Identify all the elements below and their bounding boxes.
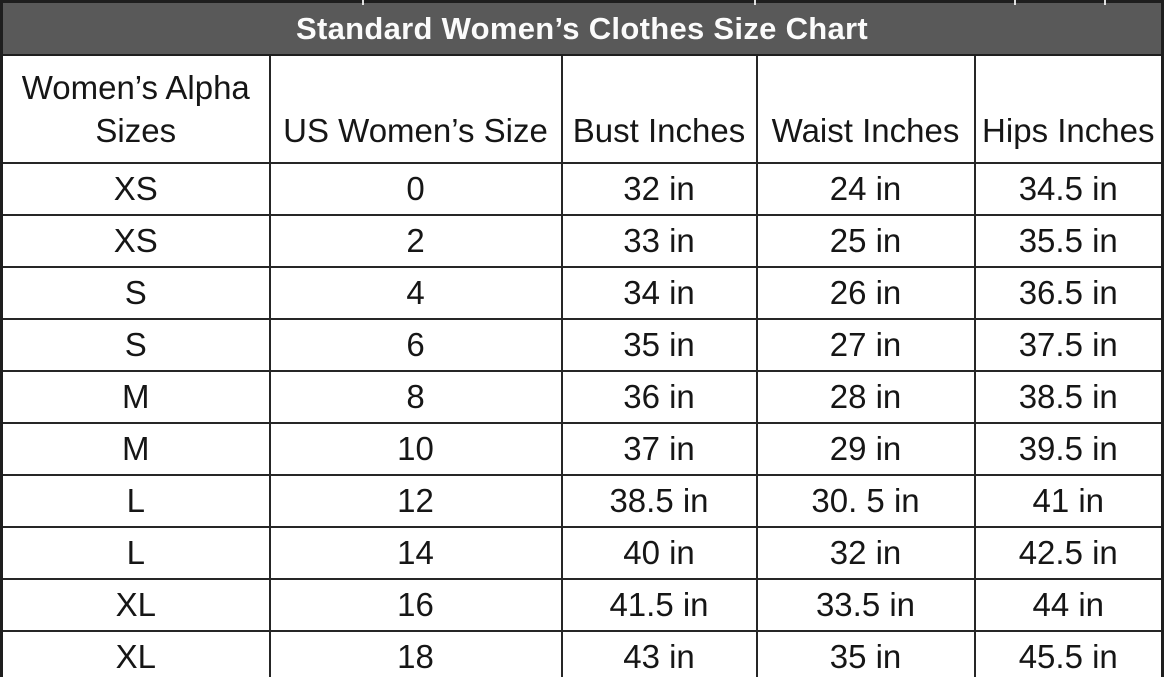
cell-hips-inches: 34.5 in (973, 162, 1164, 216)
gridline-tick (362, 0, 364, 5)
table-row: XS 2 33 in 25 in 35.5 in (0, 214, 1164, 268)
cell-bust-inches: 36 in (560, 370, 758, 424)
cell-alpha-sizes: L (0, 526, 271, 580)
cell-waist-inches: 33.5 in (755, 578, 976, 632)
cell-waist-inches: 28 in (755, 370, 976, 424)
cell-alpha-sizes: XL (0, 630, 271, 677)
cell-bust-inches: 37 in (560, 422, 758, 476)
cell-hips-inches: 44 in (973, 578, 1164, 632)
cell-hips-inches: 45.5 in (973, 630, 1164, 677)
cell-bust-inches: 33 in (560, 214, 758, 268)
cell-us-size: 8 (268, 370, 563, 424)
gridline-tick (1014, 0, 1016, 5)
table-row: S 4 34 in 26 in 36.5 in (0, 266, 1164, 320)
table-title: Standard Women’s Clothes Size Chart (0, 0, 1164, 56)
table-row: XL 18 43 in 35 in 45.5 in (0, 630, 1164, 677)
cell-alpha-sizes: M (0, 422, 271, 476)
cell-us-size: 12 (268, 474, 563, 528)
cell-waist-inches: 26 in (755, 266, 976, 320)
table-row: XL 16 41.5 in 33.5 in 44 in (0, 578, 1164, 632)
table-row: XS 0 32 in 24 in 34.5 in (0, 162, 1164, 216)
cell-alpha-sizes: XL (0, 578, 271, 632)
cell-bust-inches: 34 in (560, 266, 758, 320)
cell-alpha-sizes: M (0, 370, 271, 424)
table-row: S 6 35 in 27 in 37.5 in (0, 318, 1164, 372)
cell-bust-inches: 40 in (560, 526, 758, 580)
cell-us-size: 4 (268, 266, 563, 320)
cell-us-size: 2 (268, 214, 563, 268)
cell-waist-inches: 24 in (755, 162, 976, 216)
cell-alpha-sizes: L (0, 474, 271, 528)
cell-bust-inches: 35 in (560, 318, 758, 372)
cell-us-size: 16 (268, 578, 563, 632)
gridline-tick (1104, 0, 1106, 5)
table-row: L 12 38.5 in 30. 5 in 41 in (0, 474, 1164, 528)
table-row: M 10 37 in 29 in 39.5 in (0, 422, 1164, 476)
column-header-waist-inches: Waist Inches (755, 54, 976, 164)
cell-bust-inches: 32 in (560, 162, 758, 216)
cell-hips-inches: 42.5 in (973, 526, 1164, 580)
cell-us-size: 10 (268, 422, 563, 476)
cell-bust-inches: 41.5 in (560, 578, 758, 632)
cell-us-size: 14 (268, 526, 563, 580)
cell-us-size: 0 (268, 162, 563, 216)
header-row: Women’s Alpha Sizes US Women’s Size Bust I… (0, 54, 1164, 164)
table-row: L 14 40 in 32 in 42.5 in (0, 526, 1164, 580)
cell-alpha-sizes: S (0, 266, 271, 320)
cell-bust-inches: 38.5 in (560, 474, 758, 528)
cell-alpha-sizes: S (0, 318, 271, 372)
cell-bust-inches: 43 in (560, 630, 758, 677)
cell-waist-inches: 35 in (755, 630, 976, 677)
cell-hips-inches: 39.5 in (973, 422, 1164, 476)
cell-waist-inches: 25 in (755, 214, 976, 268)
cell-waist-inches: 29 in (755, 422, 976, 476)
cell-alpha-sizes: XS (0, 214, 271, 268)
column-header-alpha-sizes: Women’s Alpha Sizes (0, 54, 271, 164)
cell-hips-inches: 38.5 in (973, 370, 1164, 424)
cell-waist-inches: 32 in (755, 526, 976, 580)
column-header-hips-inches: Hips Inches (973, 54, 1164, 164)
cell-hips-inches: 36.5 in (973, 266, 1164, 320)
cell-hips-inches: 37.5 in (973, 318, 1164, 372)
cell-hips-inches: 35.5 in (973, 214, 1164, 268)
gridline-tick (754, 0, 756, 5)
cell-us-size: 6 (268, 318, 563, 372)
cell-waist-inches: 27 in (755, 318, 976, 372)
column-header-bust-inches: Bust Inches (560, 54, 758, 164)
cell-us-size: 18 (268, 630, 563, 677)
title-row: Standard Women’s Clothes Size Chart (0, 0, 1164, 56)
column-header-us-size: US Women’s Size (268, 54, 563, 164)
table-row: M 8 36 in 28 in 38.5 in (0, 370, 1164, 424)
cell-hips-inches: 41 in (973, 474, 1164, 528)
cell-alpha-sizes: XS (0, 162, 271, 216)
cell-waist-inches: 30. 5 in (755, 474, 976, 528)
